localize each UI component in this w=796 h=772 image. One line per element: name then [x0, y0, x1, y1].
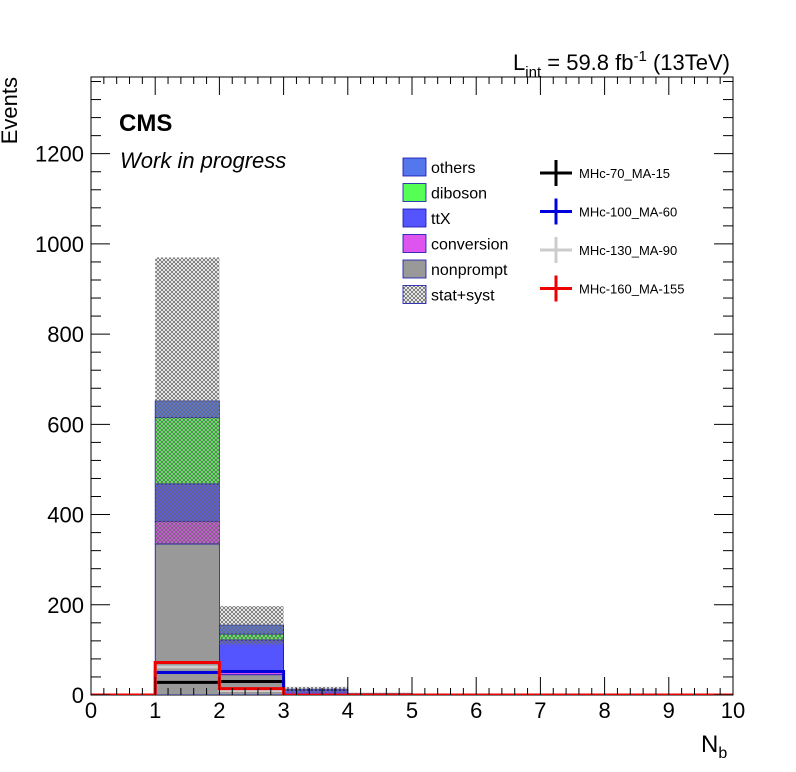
x-tick-label: 9 [663, 698, 675, 723]
legend-label-MHc-100_MA-60: MHc-100_MA-60 [579, 205, 677, 220]
legend: others diboson ttX conversion nonprompt stat+… [402, 157, 685, 305]
x-tick-label: 1 [149, 698, 161, 723]
work-in-progress-label: Work in progress [120, 148, 286, 173]
uncertainty-bin2 [219, 606, 284, 645]
legend-label-nonprompt: nonprompt [431, 262, 508, 279]
x-tick-label: 0 [85, 698, 97, 723]
signal-MHc-70_MA-15 [91, 679, 733, 695]
axes: 0 1 2 3 4 5 6 7 8 9 10 0 200 400 600 800 1000 1200 [35, 77, 745, 723]
legend-swatch-nonprompt [402, 259, 427, 279]
x-tick-label: 6 [470, 698, 482, 723]
legend-swatch-others [402, 157, 427, 177]
signal-MHc-100_MA-60 [91, 670, 733, 695]
legend-swatch-conversion [402, 234, 427, 253]
uncertainty-band [155, 257, 412, 695]
y-tick-label: 400 [47, 503, 84, 528]
legend-label-conversion: conversion [431, 237, 508, 254]
x-tick-label: 8 [598, 698, 610, 723]
y-axis-title: Events [0, 77, 22, 144]
legend-label-ttX: ttX [431, 211, 451, 228]
cms-label: CMS [119, 110, 172, 137]
legend-label-others: others [431, 160, 475, 177]
x-tick-label: 5 [406, 698, 418, 723]
y-tick-label: 1000 [35, 232, 84, 257]
x-tick-label: 7 [534, 698, 546, 723]
luminosity-label: Lint = 59.8 fb-1 (13TeV) [513, 48, 730, 81]
bar-nonprompt-bin1 [154, 543, 220, 695]
x-tick-label: 4 [342, 698, 354, 723]
legend-label-MHc-130_MA-90: MHc-130_MA-90 [579, 243, 677, 258]
y-tick-label: 600 [47, 412, 84, 437]
bar-ttX-bin2 [218, 639, 284, 673]
legend-label-stat+syst: stat+syst [431, 288, 495, 305]
legend-swatch-stat+syst [402, 285, 427, 304]
y-tick-label: 800 [47, 322, 84, 347]
y-tick-label: 1200 [35, 142, 84, 167]
y-tick-label: 200 [47, 593, 84, 618]
uncertainty-bin3 [283, 686, 348, 693]
legend-label-diboson: diboson [431, 186, 487, 203]
x-tick-label: 2 [213, 698, 225, 723]
y-tick-label: 0 [72, 683, 84, 708]
legend-label-MHc-160_MA-155: MHc-160_MA-155 [579, 282, 685, 297]
x-tick-label: 3 [277, 698, 289, 723]
legend-swatch-ttX [402, 208, 427, 228]
signal-MHc-160_MA-155 [91, 661, 733, 695]
x-axis-title: Nb [701, 731, 727, 762]
legend-swatch-diboson [402, 183, 427, 202]
signal-histograms [91, 661, 733, 695]
signal-MHc-130_MA-90 [91, 665, 733, 695]
uncertainty-bin1 [155, 257, 220, 544]
legend-label-MHc-70_MA-15: MHc-70_MA-15 [579, 166, 670, 181]
x-tick-label: 10 [721, 698, 745, 723]
